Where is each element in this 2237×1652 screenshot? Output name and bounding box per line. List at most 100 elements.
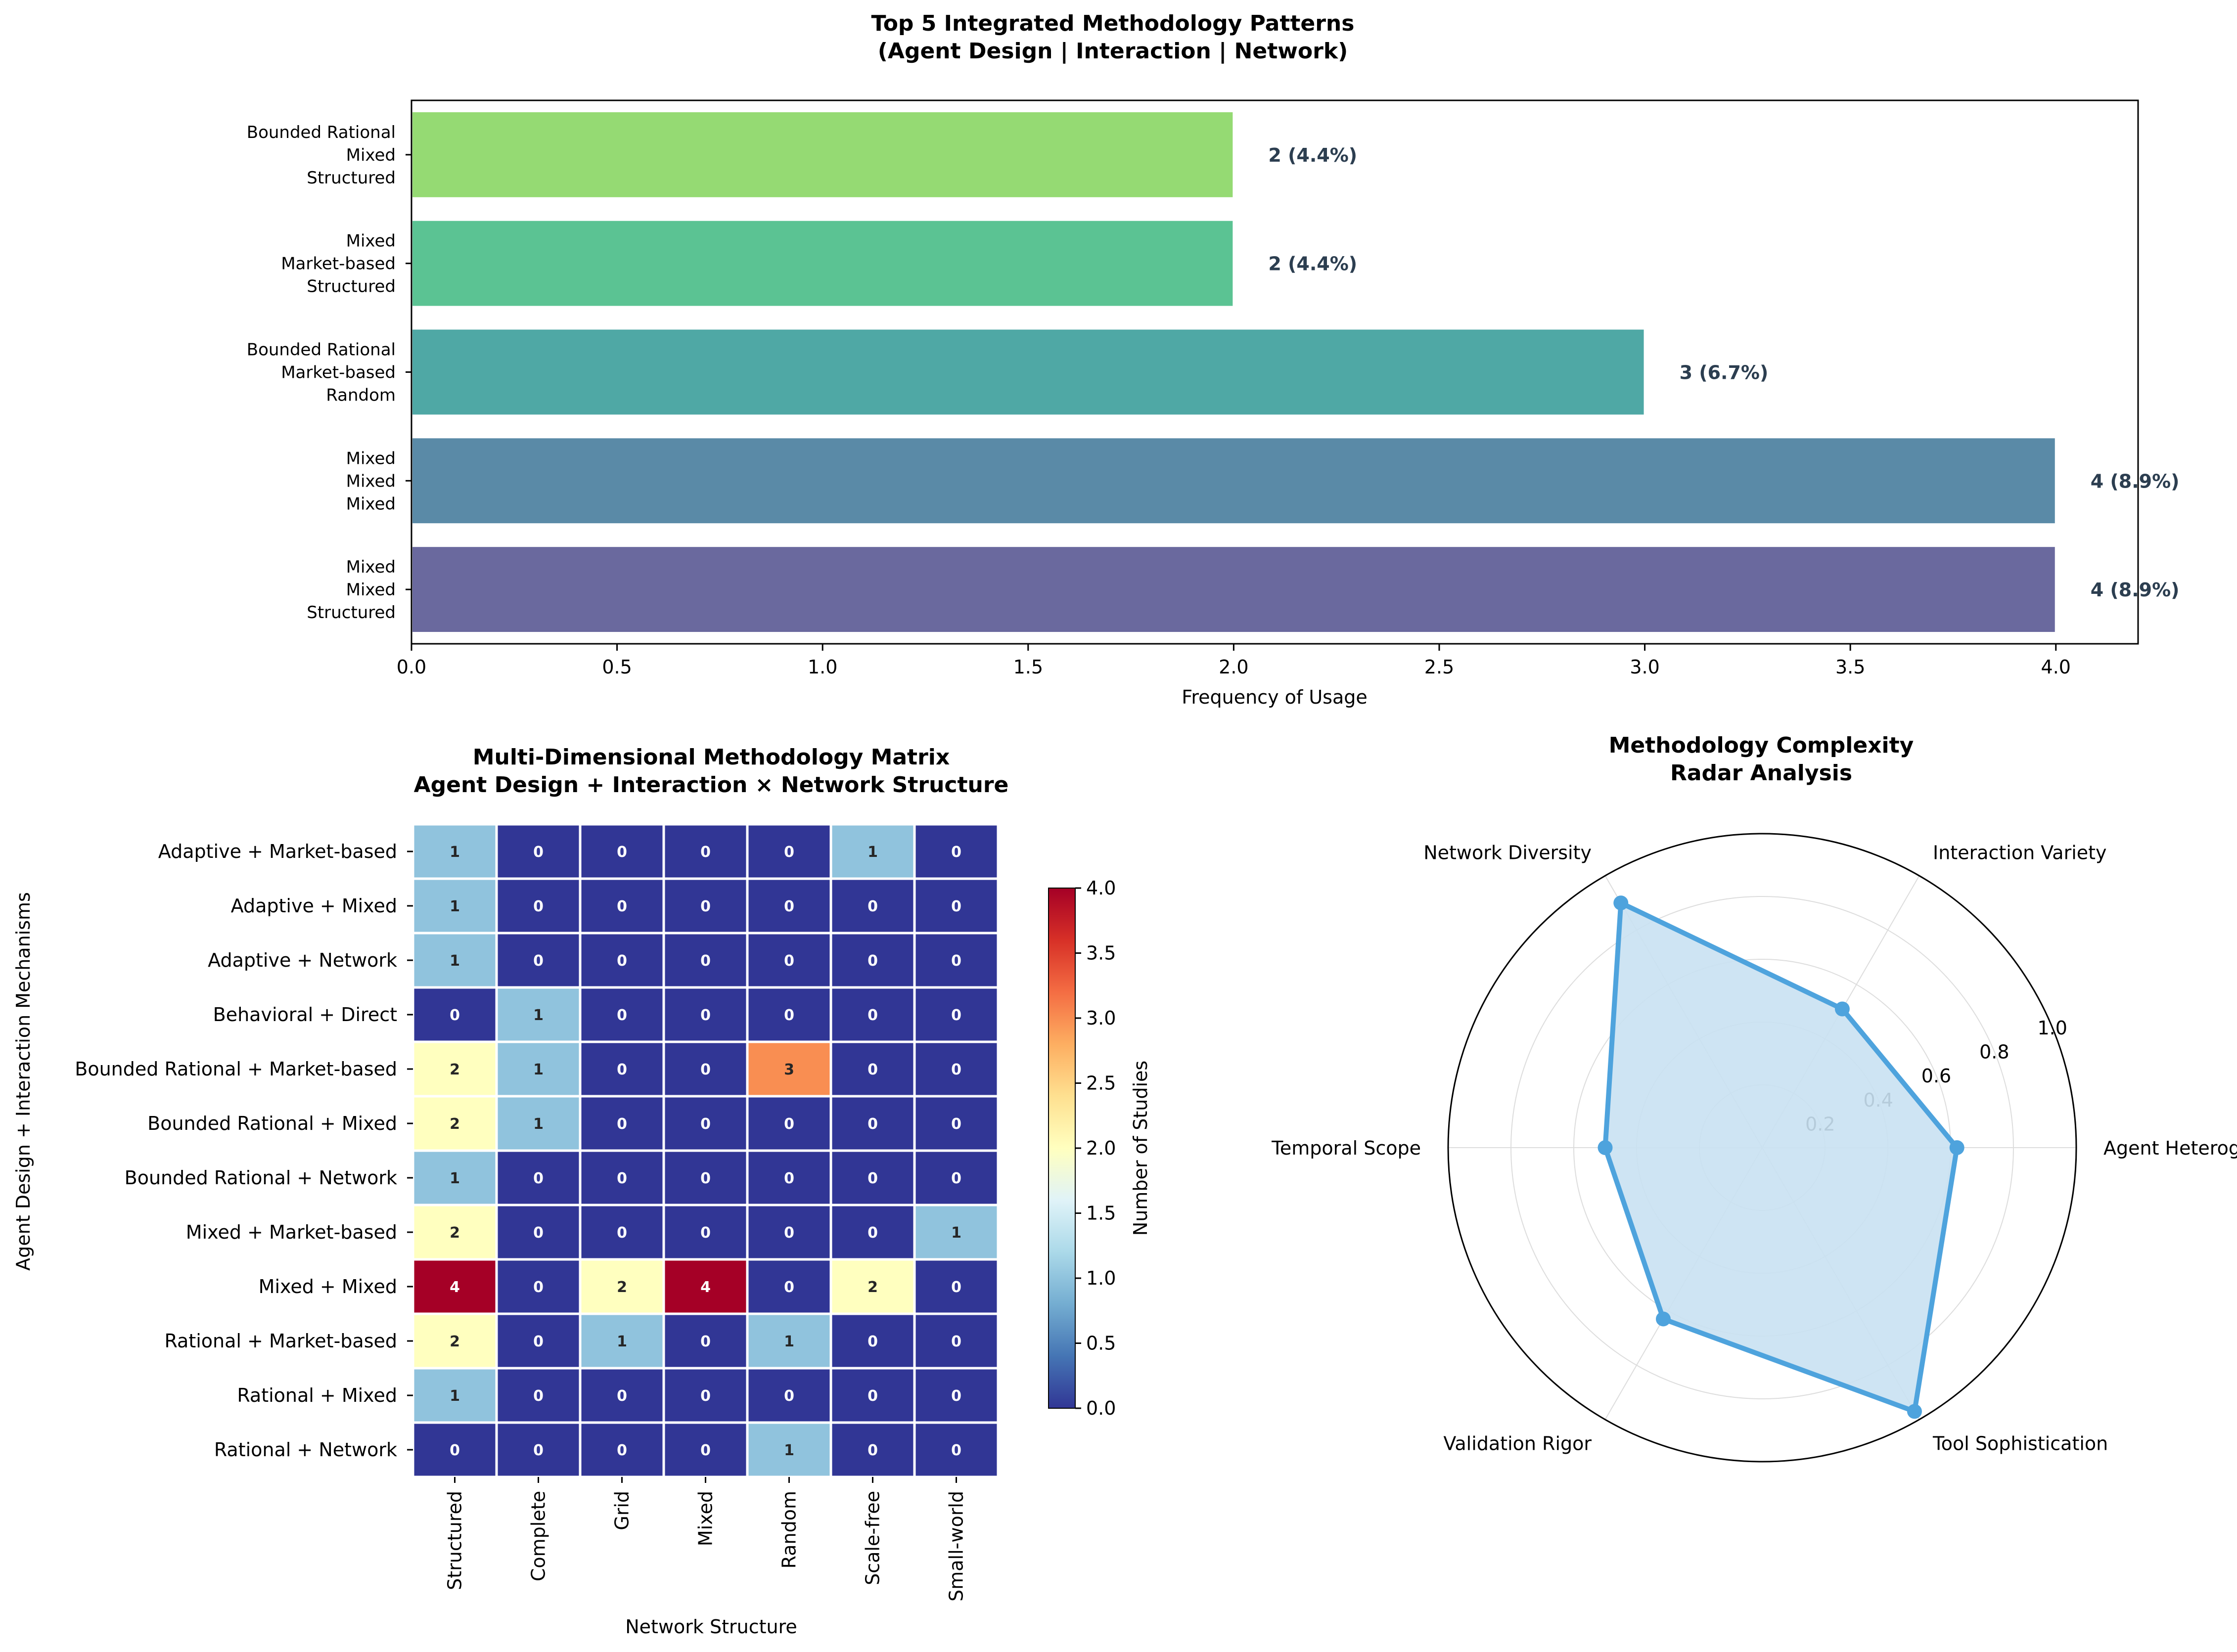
heatmap-cell-value: 1 — [784, 1442, 794, 1459]
colorbar-ticks: 0.0 0.5 1.0 1.5 2.0 2.5 3.0 3.5 4.0 — [1075, 877, 1116, 1419]
heatmap-cell-value: 0 — [617, 1061, 627, 1078]
heatmap-cell — [411, 932, 498, 989]
radar-axis-labels: Agent Heterogeneity Interaction Variety Ne… — [1271, 842, 2237, 1454]
heatmap-cell — [495, 932, 582, 989]
bar-value-label: 4 (8.9%) — [2091, 470, 2180, 492]
heatmap-cell — [495, 1367, 582, 1424]
heatmap-cell-value: 0 — [951, 1116, 961, 1133]
heatmap-y-axis-label: Agent Design + Interaction Mechanisms — [12, 892, 34, 1271]
heatmap-cell-value: 0 — [533, 898, 544, 915]
colorbar-tick-label: 1.5 — [1086, 1203, 1116, 1224]
x-tick-label: 2.5 — [1424, 656, 1454, 678]
bar-category-label: Structured — [307, 277, 396, 297]
colorbar-tick-label: 2.5 — [1086, 1072, 1116, 1094]
colorbar-label: Number of Studies — [1130, 1061, 1151, 1236]
bar-category-label: Bounded Rational — [247, 123, 396, 142]
radar-axis-label: Network Diversity — [1423, 842, 1592, 863]
heatmap-cell-value: 0 — [617, 952, 627, 970]
heatmap-cell-value: 0 — [951, 952, 961, 970]
radar-r-tick-label: 1.0 — [2037, 1017, 2067, 1039]
heatmap-cell — [913, 877, 1000, 935]
heatmap-cell — [495, 1421, 582, 1478]
heatmap-row-label: Behavioral + Direct — [213, 1004, 397, 1026]
bar-category-label: Mixed — [346, 494, 396, 514]
heatmap-cell — [411, 1258, 498, 1315]
heatmap-cell — [913, 1204, 1000, 1261]
heatmap-title-line-2: Agent Design + Interaction × Network Str… — [414, 772, 1009, 798]
radar-axis-label: Interaction Variety — [1933, 842, 2107, 863]
heatmap-cell-value: 1 — [533, 1061, 544, 1078]
radar-chart-title-line-2: Radar Analysis — [1670, 760, 1852, 786]
heatmap-cell-value: 0 — [784, 844, 794, 861]
heatmap-cell — [913, 1040, 1000, 1098]
heatmap-x-axis-label: Network Structure — [625, 1616, 797, 1638]
x-tick-label: 1.0 — [808, 656, 837, 678]
x-tick-label: 4.0 — [2041, 656, 2071, 678]
heatmap-cell-value: 1 — [450, 898, 460, 915]
heatmap-column-label: Scale-free — [862, 1491, 884, 1585]
bar-category-label: Market-based — [281, 254, 396, 274]
heatmap-cell-value: 1 — [450, 952, 460, 970]
heatmap-cell — [495, 1204, 582, 1261]
radar-chart-title-line-1: Methodology Complexity — [1609, 733, 1914, 758]
heatmap-cell-value: 2 — [450, 1061, 460, 1078]
radar-r-tick-label: 0.6 — [1921, 1065, 1951, 1087]
x-tick-label: 3.0 — [1630, 656, 1659, 678]
heatmap-title-line-1: Multi-Dimensional Methodology Matrix — [473, 745, 950, 770]
heatmap-cell — [495, 1312, 582, 1370]
heatmap-cell — [746, 823, 832, 880]
heatmap-cell — [913, 1312, 1000, 1370]
heatmap-cell-value: 0 — [951, 844, 961, 861]
heatmap-cell-value: 0 — [784, 1224, 794, 1242]
heatmap-cell — [411, 1421, 498, 1478]
heatmap-cell-value: 1 — [450, 1170, 460, 1187]
radar-outer-frame — [1447, 833, 2077, 1463]
bar — [411, 436, 2057, 526]
heatmap-cell — [411, 1312, 498, 1370]
heatmap-cell — [913, 1149, 1000, 1206]
heatmap-cell-value: 0 — [533, 1279, 544, 1296]
bar — [411, 110, 1235, 199]
heatmap-cell-value: 0 — [533, 1170, 544, 1187]
heatmap-cell-value: 0 — [784, 1279, 794, 1296]
heatmap-cell — [746, 1149, 832, 1206]
heatmap-cell-value: 0 — [784, 952, 794, 970]
heatmap-cell — [662, 1421, 749, 1478]
heatmap-panel: Multi-Dimensional Methodology Matrix Age… — [12, 745, 1151, 1638]
bar-chart-plot-area: 4 (8.9%) Mixed Mixed Structured 4 (8.9%) Mixe… — [247, 110, 2180, 678]
x-tick-label: 0.5 — [602, 656, 632, 678]
bar-category-label: Random — [326, 386, 396, 405]
radar-axis-label: Tool Sophistication — [1932, 1433, 2108, 1455]
radar-axis-label: Temporal Scope — [1271, 1137, 1421, 1159]
bar — [411, 545, 2057, 634]
heatmap-cell — [662, 1149, 749, 1206]
heatmap-cell-value: 0 — [700, 1333, 711, 1350]
heatmap-cell-value: 0 — [617, 1116, 627, 1133]
heatmap-cell-value: 0 — [951, 1007, 961, 1024]
heatmap-cell — [746, 877, 832, 935]
heatmap-cell-value: 0 — [533, 1387, 544, 1405]
heatmap-cell-value: 0 — [867, 1170, 878, 1187]
heatmap-cell-value: 0 — [450, 1007, 460, 1024]
heatmap-cell-value: 0 — [867, 1442, 878, 1459]
heatmap-cell-value: 2 — [450, 1224, 460, 1242]
heatmap-cell — [662, 823, 749, 880]
radar-point — [1907, 1404, 1922, 1419]
heatmap-row-label: Adaptive + Market-based — [158, 841, 397, 862]
heatmap-cell-value: 3 — [784, 1061, 794, 1078]
radar-point — [1613, 895, 1629, 911]
heatmap-cell-value: 0 — [867, 1116, 878, 1133]
heatmap-cell-value: 2 — [617, 1279, 627, 1296]
heatmap-cell — [829, 1312, 916, 1370]
heatmap-cell — [411, 1149, 498, 1206]
heatmap-cell — [746, 1421, 832, 1478]
heatmap-cell-value: 0 — [617, 1387, 627, 1405]
heatmap-cell — [913, 1367, 1000, 1424]
heatmap-row-label: Mixed + Market-based — [186, 1221, 397, 1243]
heatmap-column-label: Complete — [528, 1491, 549, 1581]
heatmap-cell — [913, 1095, 1000, 1152]
bar — [411, 327, 1646, 417]
heatmap-cell-value: 0 — [784, 1170, 794, 1187]
heatmap-cell-value: 0 — [951, 1279, 961, 1296]
bar-chart-title-line-1: Top 5 Integrated Methodology Patterns — [871, 11, 1355, 36]
